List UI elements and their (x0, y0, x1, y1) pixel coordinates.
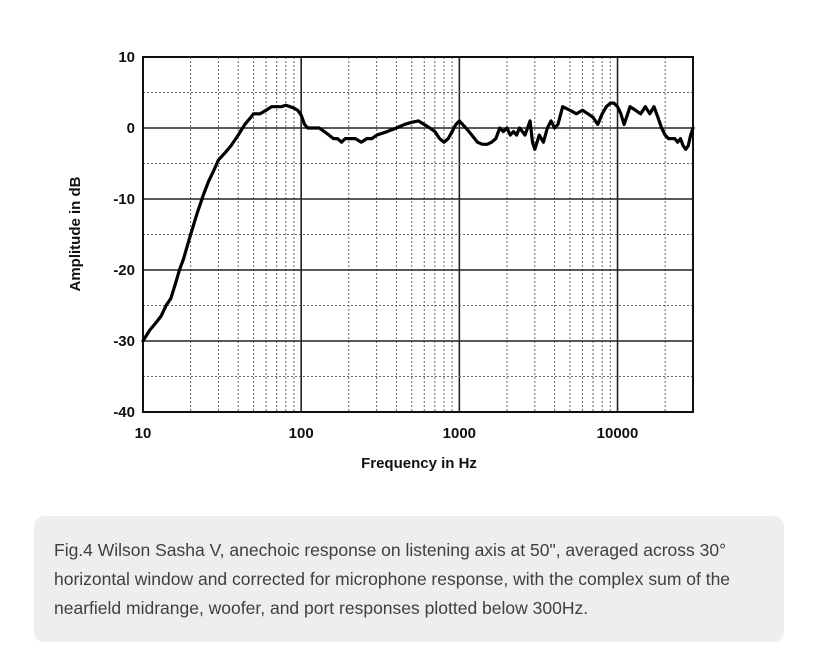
y-tick-label: -10 (113, 191, 135, 208)
y-tick-label: -40 (113, 404, 135, 421)
x-tick-label: 10000 (597, 425, 639, 442)
x-axis-label: Frequency in Hz (361, 455, 477, 472)
x-tick-label: 1000 (443, 425, 476, 442)
y-tick-label: 10 (118, 49, 135, 66)
y-tick-label: -20 (113, 262, 135, 279)
figure-caption: Fig.4 Wilson Sasha V, anechoic response … (54, 540, 731, 618)
plot-frame (142, 56, 694, 413)
x-tick-label: 10 (135, 425, 152, 442)
grid (143, 57, 694, 412)
response-curve (141, 101, 695, 343)
y-axis-label: Amplitude in dB (67, 176, 84, 291)
y-tick-label: 0 (127, 120, 135, 137)
y-tick-label: -30 (113, 333, 135, 350)
x-tick-label: 100 (289, 425, 314, 442)
figure-caption-box: Fig.4 Wilson Sasha V, anechoic response … (34, 516, 784, 642)
